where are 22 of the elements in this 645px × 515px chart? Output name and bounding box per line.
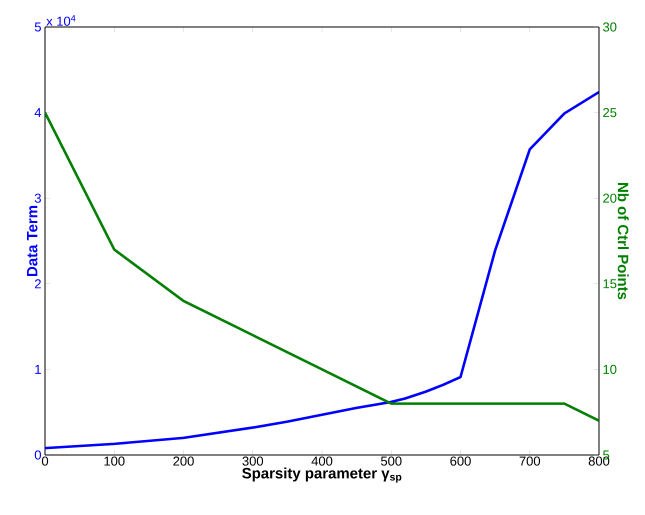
x-tick-label: 300 (242, 456, 264, 466)
x-tick-label: 0 (42, 456, 48, 466)
y2-tick-label: 15 (604, 279, 616, 288)
x-tick-label: 100 (104, 456, 125, 466)
y2-tick-label: 30 (603, 22, 616, 32)
text: x 10$^{4}$ (46, 15, 76, 26)
y-tick-label: 4 (34, 108, 42, 118)
x-tick-label: 200 (173, 456, 194, 466)
y2-tick-label: 10 (604, 364, 616, 374)
y-tick-label: 1 (35, 364, 41, 374)
y2-tick-label: 20 (603, 194, 616, 203)
x-tick-label: 400 (311, 456, 332, 466)
y2-tick-label: 25 (603, 108, 616, 118)
x-axis-title: Sparsity parameter γ$_{sp}$ (242, 468, 402, 483)
x-tick-label: 500 (380, 456, 402, 466)
y2-axis-title: Nb of Ctrl Points (618, 183, 629, 300)
y-tick-label: 2 (34, 279, 41, 288)
x-tick-label: 700 (520, 456, 540, 466)
y-axis-title: Data Term (27, 206, 38, 276)
x-tick-label: 600 (450, 456, 471, 466)
y-tick-label: 3 (34, 194, 41, 203)
y-tick-label: 5 (34, 22, 41, 32)
